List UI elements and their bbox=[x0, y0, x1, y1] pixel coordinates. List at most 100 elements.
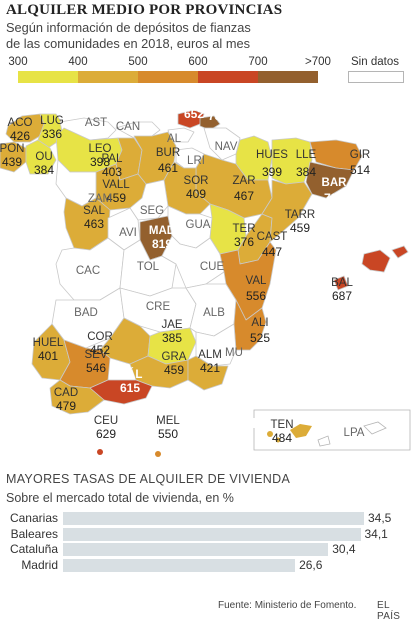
province-code-label: ZAR bbox=[233, 175, 256, 187]
province-code-label: SAL bbox=[83, 205, 105, 217]
province-value-label: 452 bbox=[90, 343, 110, 357]
canarias-inset-frame bbox=[253, 409, 411, 451]
province-code-label: TOL bbox=[137, 261, 160, 273]
province-value-label: 514 bbox=[350, 163, 370, 177]
province-ou bbox=[25, 139, 57, 175]
bar-category-label: Madrid bbox=[21, 557, 58, 572]
bar-category-label: Cataluña bbox=[9, 542, 58, 556]
province-value-label: 459 bbox=[106, 191, 126, 205]
province-value-label: 384 bbox=[34, 163, 54, 177]
chart-title: ALQUILER MEDIO POR PROVINCIAS bbox=[6, 2, 283, 18]
province-code-label: CAC bbox=[76, 265, 100, 277]
province-value-label: 484 bbox=[272, 431, 292, 445]
bar-row: Baleares 34,1 bbox=[0, 527, 414, 541]
province-tarr bbox=[261, 179, 313, 243]
province-value-label: 409 bbox=[186, 187, 206, 201]
subtitle-line-2: de las comunidades en 2018, euros al mes bbox=[6, 36, 251, 51]
province-mál bbox=[89, 379, 153, 405]
province-code-label: VAL bbox=[246, 275, 267, 287]
province-value-label: 399 bbox=[262, 165, 282, 179]
legend-bin-swatch bbox=[138, 71, 198, 83]
legend-tick-label: 600 bbox=[188, 56, 208, 68]
province-code-label: ALB bbox=[203, 307, 225, 319]
province-code-label: MÁL bbox=[118, 368, 143, 381]
province-value-label: 467 bbox=[234, 189, 254, 203]
legend-tick-label: 300 bbox=[8, 56, 28, 68]
province-value-label: 769 bbox=[324, 191, 344, 205]
bar-row: Canarias 34,5 bbox=[0, 511, 414, 525]
source-note: Fuente: Ministerio de Fomento. bbox=[218, 600, 357, 611]
island-menorca bbox=[391, 245, 409, 259]
province-value-label: 556 bbox=[246, 289, 266, 303]
province-value-label: 398 bbox=[90, 155, 110, 169]
province-code-label: GUA bbox=[186, 219, 211, 231]
province-code-label: HUEL bbox=[33, 337, 64, 349]
bar-row: Cataluña 30,4 bbox=[0, 542, 414, 556]
legend-bin-swatch bbox=[18, 71, 78, 83]
province-code-label: MAD bbox=[149, 225, 175, 237]
province-value-label: 461 bbox=[158, 161, 178, 175]
province-value-label: 730 bbox=[208, 109, 228, 123]
territory-dot-mel bbox=[155, 451, 161, 457]
bar-chart-subtitle: Sobre el mercado total de vivienda, en % bbox=[6, 491, 234, 505]
province-value-label: 652 bbox=[184, 107, 204, 121]
province-value-label: 447 bbox=[262, 245, 282, 259]
province-code-label: SEG bbox=[140, 205, 164, 217]
legend-tick-label: 500 bbox=[128, 56, 148, 68]
bar-row: Madrid 26,6 bbox=[0, 557, 414, 572]
province-value-label: 459 bbox=[164, 363, 184, 377]
province-value-label: 525 bbox=[250, 331, 270, 345]
rental-rate-bar-chart: Canarias 34,5 Baleares 34,1 Cataluña 30,4 Madr… bbox=[0, 511, 414, 584]
province-code-label: AL bbox=[167, 133, 182, 145]
province-code-label: GIP bbox=[208, 88, 228, 99]
province-value-label: 629 bbox=[96, 427, 116, 441]
province-code-label: TER bbox=[233, 223, 256, 235]
province-value-label: 550 bbox=[158, 427, 178, 441]
province-value-label: 403 bbox=[102, 165, 122, 179]
province-code-label: GRA bbox=[162, 351, 187, 363]
province-code-label: ALM bbox=[198, 349, 222, 361]
bar-value-label: 34,5 bbox=[368, 511, 392, 525]
legend-tick-label: 700 bbox=[248, 56, 268, 68]
legend-bin-swatch bbox=[258, 71, 318, 83]
subtitle-line-1: Según información de depósitos de fianza… bbox=[6, 20, 251, 35]
province-code-label: CAN bbox=[116, 121, 140, 133]
province-value-label: 819 bbox=[152, 237, 172, 251]
province-gip bbox=[199, 115, 221, 131]
province-value-label: 463 bbox=[84, 217, 104, 231]
province-code-label: CAST bbox=[257, 231, 288, 243]
province-code-label: BAL bbox=[331, 277, 353, 289]
province-code-label: ACO bbox=[8, 117, 33, 129]
province-value-label: 384 bbox=[296, 165, 316, 179]
province-alm bbox=[187, 355, 229, 391]
province-value-label: 479 bbox=[56, 399, 76, 413]
province-code-label: AVI bbox=[119, 227, 137, 239]
province-cad bbox=[49, 379, 105, 415]
province-code-label: CAD bbox=[54, 387, 78, 399]
bar bbox=[63, 543, 329, 556]
province-code-label: LEO bbox=[88, 143, 111, 155]
territory-dot-ceu bbox=[97, 449, 103, 455]
province-code-label: CUE bbox=[200, 261, 225, 273]
province-code-label: PON bbox=[0, 143, 24, 155]
island-la-palma bbox=[267, 431, 273, 437]
province-code-label: HUES bbox=[256, 149, 288, 161]
province-code-label: TEN bbox=[271, 419, 294, 431]
island-ibiza bbox=[333, 275, 349, 291]
island-tenerife bbox=[290, 424, 312, 438]
province-value-label: 426 bbox=[10, 129, 30, 143]
province-value-label: 336 bbox=[42, 127, 62, 141]
bar-chart-title: MAYORES TASAS DE ALQUILER DE VIVIENDA bbox=[6, 472, 291, 486]
province-code-label: CRE bbox=[146, 301, 171, 313]
province-gir bbox=[309, 139, 363, 171]
province-code-label: OU bbox=[35, 151, 52, 163]
province-code-label: ALI bbox=[251, 317, 268, 329]
province-code-label: MEL bbox=[156, 415, 180, 427]
province-value-label: 421 bbox=[200, 361, 220, 375]
island-gran-canaria bbox=[317, 435, 331, 447]
legend-tick-label: 400 bbox=[68, 56, 88, 68]
province-code-label: CEU bbox=[94, 415, 118, 427]
province-code-label: AST bbox=[85, 117, 107, 129]
province-value-label: 615 bbox=[120, 381, 140, 395]
bar bbox=[63, 512, 364, 525]
